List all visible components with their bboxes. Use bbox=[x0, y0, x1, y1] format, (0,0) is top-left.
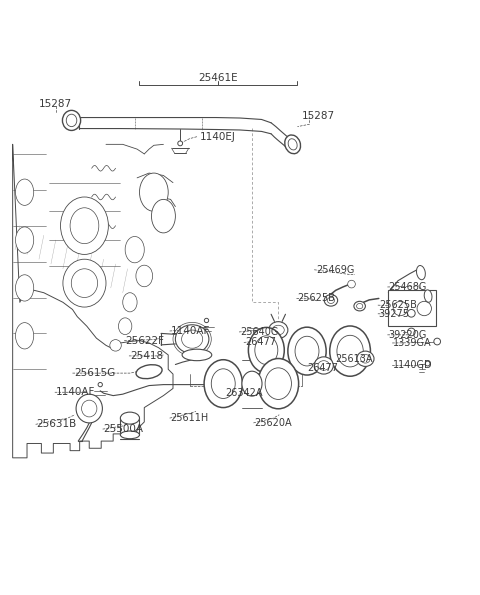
Text: 26342A: 26342A bbox=[226, 388, 263, 398]
Text: 25469G: 25469G bbox=[317, 265, 355, 275]
Text: 25625B: 25625B bbox=[298, 293, 336, 303]
Circle shape bbox=[110, 340, 121, 351]
Ellipse shape bbox=[123, 293, 137, 312]
Text: 1339GA: 1339GA bbox=[393, 338, 432, 348]
Ellipse shape bbox=[424, 290, 432, 302]
Ellipse shape bbox=[178, 141, 182, 146]
Ellipse shape bbox=[66, 114, 77, 127]
Ellipse shape bbox=[15, 322, 34, 349]
Text: 25500A: 25500A bbox=[104, 424, 144, 434]
Ellipse shape bbox=[60, 197, 108, 255]
Ellipse shape bbox=[285, 135, 300, 154]
Ellipse shape bbox=[348, 280, 355, 288]
Ellipse shape bbox=[211, 369, 235, 399]
Ellipse shape bbox=[288, 139, 297, 150]
Ellipse shape bbox=[119, 318, 132, 334]
Ellipse shape bbox=[76, 394, 102, 423]
Ellipse shape bbox=[357, 303, 363, 309]
Text: 1140AF: 1140AF bbox=[56, 387, 95, 397]
Circle shape bbox=[408, 328, 415, 336]
Text: 25631B: 25631B bbox=[36, 419, 77, 430]
Ellipse shape bbox=[72, 269, 97, 298]
Ellipse shape bbox=[181, 330, 203, 348]
Ellipse shape bbox=[417, 301, 432, 316]
Ellipse shape bbox=[272, 325, 284, 335]
Ellipse shape bbox=[63, 259, 106, 307]
Ellipse shape bbox=[330, 326, 371, 376]
Ellipse shape bbox=[15, 227, 34, 253]
Ellipse shape bbox=[82, 400, 97, 417]
Text: 15287: 15287 bbox=[302, 111, 336, 121]
Text: 25625B: 25625B bbox=[379, 300, 417, 310]
Ellipse shape bbox=[354, 301, 365, 311]
Ellipse shape bbox=[136, 365, 162, 378]
Ellipse shape bbox=[357, 351, 374, 367]
Text: 39275: 39275 bbox=[379, 309, 410, 319]
Text: 25611H: 25611H bbox=[170, 413, 209, 423]
Ellipse shape bbox=[98, 383, 102, 387]
Text: 25418: 25418 bbox=[130, 351, 163, 361]
Ellipse shape bbox=[288, 327, 326, 375]
Ellipse shape bbox=[265, 368, 291, 399]
Ellipse shape bbox=[140, 173, 168, 211]
Ellipse shape bbox=[62, 110, 81, 130]
Ellipse shape bbox=[295, 336, 319, 366]
Ellipse shape bbox=[136, 265, 153, 287]
Circle shape bbox=[408, 309, 415, 317]
Ellipse shape bbox=[258, 359, 299, 409]
Text: 25613A: 25613A bbox=[336, 354, 373, 364]
Ellipse shape bbox=[248, 327, 284, 373]
Text: 25640G: 25640G bbox=[240, 327, 278, 337]
Text: 25622F: 25622F bbox=[125, 336, 164, 346]
Ellipse shape bbox=[337, 336, 363, 367]
Ellipse shape bbox=[255, 336, 278, 365]
Ellipse shape bbox=[265, 337, 277, 346]
Ellipse shape bbox=[417, 265, 425, 280]
Text: 26477: 26477 bbox=[245, 337, 276, 347]
Ellipse shape bbox=[318, 361, 329, 370]
Ellipse shape bbox=[15, 275, 34, 301]
Circle shape bbox=[434, 338, 441, 345]
Ellipse shape bbox=[182, 349, 212, 361]
Ellipse shape bbox=[204, 318, 209, 322]
Ellipse shape bbox=[125, 236, 144, 263]
Text: 25620A: 25620A bbox=[254, 418, 292, 428]
Ellipse shape bbox=[327, 298, 335, 303]
Ellipse shape bbox=[269, 322, 288, 339]
Ellipse shape bbox=[360, 355, 370, 363]
Text: 15287: 15287 bbox=[39, 99, 72, 109]
Ellipse shape bbox=[175, 325, 209, 353]
Ellipse shape bbox=[324, 295, 337, 306]
Text: 25615G: 25615G bbox=[74, 368, 115, 378]
Ellipse shape bbox=[15, 179, 34, 205]
Text: 39220G: 39220G bbox=[388, 330, 427, 340]
Text: 25468G: 25468G bbox=[388, 282, 427, 292]
Text: 26477: 26477 bbox=[307, 364, 338, 373]
Ellipse shape bbox=[393, 301, 408, 316]
Text: 1140EJ: 1140EJ bbox=[199, 131, 235, 142]
Ellipse shape bbox=[120, 412, 140, 424]
Bar bbox=[388, 290, 436, 326]
Ellipse shape bbox=[425, 361, 430, 366]
Ellipse shape bbox=[152, 199, 175, 233]
Ellipse shape bbox=[204, 360, 242, 408]
Ellipse shape bbox=[262, 333, 281, 350]
Text: 1140AF: 1140AF bbox=[170, 326, 210, 336]
Ellipse shape bbox=[70, 208, 99, 244]
Ellipse shape bbox=[314, 357, 333, 374]
Ellipse shape bbox=[120, 431, 140, 439]
Ellipse shape bbox=[242, 371, 262, 396]
Text: 1140GD: 1140GD bbox=[393, 361, 433, 371]
Text: 25461E: 25461E bbox=[199, 73, 238, 83]
